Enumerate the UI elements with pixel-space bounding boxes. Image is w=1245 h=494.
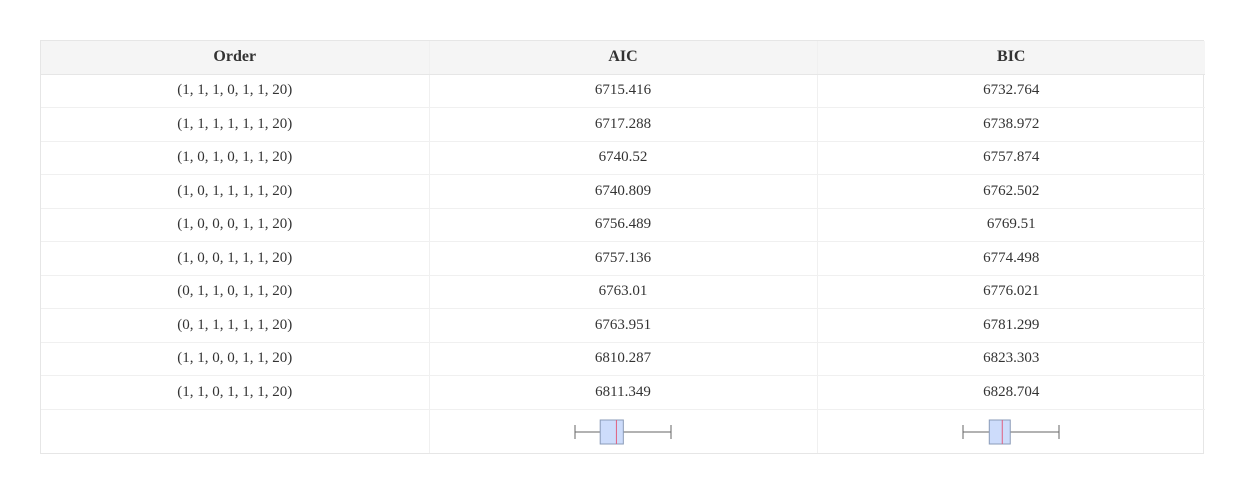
order-cell: (1, 0, 1, 0, 1, 1, 20) [41,141,430,175]
table-row: (1, 1, 0, 1, 1, 1, 20) 6811.349 6828.704 [41,375,1205,410]
iqr-box [599,419,624,445]
table-row: (1, 0, 0, 0, 1, 1, 20) 6756.489 6769.51 [41,208,1205,242]
table-row: (1, 0, 1, 0, 1, 1, 20) 6740.52 6757.874 [41,141,1205,175]
column-header-order[interactable]: Order [41,41,430,75]
bic-cell: 6738.972 [817,107,1205,142]
iqr-box [989,419,1011,445]
bic-cell: 6769.51 [817,208,1205,242]
bic-boxplot [962,419,1060,445]
bic-cell: 6757.874 [817,141,1205,175]
bic-cell: 6828.704 [817,375,1205,410]
aic-cell: 6717.288 [429,107,818,142]
order-cell: (0, 1, 1, 1, 1, 1, 20) [41,308,430,343]
order-cell: (0, 1, 1, 0, 1, 1, 20) [41,275,430,309]
aic-cell: 6763.01 [429,275,818,309]
bic-summary-cell [817,409,1205,453]
aic-cell: 6715.416 [429,74,818,108]
aic-cell: 6811.349 [429,375,818,410]
table-row: (1, 1, 1, 1, 1, 1, 20) 6717.288 6738.972 [41,107,1205,142]
table-row: (0, 1, 1, 0, 1, 1, 20) 6763.01 6776.021 [41,275,1205,309]
column-header-aic[interactable]: AIC [429,41,818,75]
order-cell: (1, 1, 0, 0, 1, 1, 20) [41,342,430,376]
bic-cell: 6774.498 [817,241,1205,276]
table-row: (1, 0, 0, 1, 1, 1, 20) 6757.136 6774.498 [41,241,1205,276]
order-cell: (1, 0, 0, 0, 1, 1, 20) [41,208,430,242]
bic-cell: 6732.764 [817,74,1205,108]
aic-cell: 6740.52 [429,141,818,175]
table-row: (0, 1, 1, 1, 1, 1, 20) 6763.951 6781.299 [41,308,1205,343]
model-comparison-table: Order AIC BIC (1, 1, 1, 0, 1, 1, 20) 671… [40,40,1205,454]
order-cell: (1, 1, 1, 0, 1, 1, 20) [41,74,430,108]
order-summary-cell [41,409,430,453]
summary-row [41,409,1205,453]
table-row: (1, 1, 1, 0, 1, 1, 20) 6715.416 6732.764 [41,74,1205,108]
bic-cell: 6823.303 [817,342,1205,376]
bic-cell: 6776.021 [817,275,1205,309]
bic-cell: 6781.299 [817,308,1205,343]
aic-summary-cell [429,409,818,453]
table-row: (1, 0, 1, 1, 1, 1, 20) 6740.809 6762.502 [41,174,1205,209]
aic-cell: 6757.136 [429,241,818,276]
aic-cell: 6756.489 [429,208,818,242]
order-cell: (1, 0, 0, 1, 1, 1, 20) [41,241,430,276]
header-row: Order AIC BIC [41,41,1205,75]
order-cell: (1, 0, 1, 1, 1, 1, 20) [41,174,430,209]
aic-cell: 6810.287 [429,342,818,376]
aic-cell: 6763.951 [429,308,818,343]
table-row: (1, 1, 0, 0, 1, 1, 20) 6810.287 6823.303 [41,342,1205,376]
bic-cell: 6762.502 [817,174,1205,209]
column-header-bic[interactable]: BIC [817,41,1205,75]
aic-boxplot [574,419,672,445]
order-cell: (1, 1, 1, 1, 1, 1, 20) [41,107,430,142]
order-cell: (1, 1, 0, 1, 1, 1, 20) [41,375,430,410]
aic-cell: 6740.809 [429,174,818,209]
